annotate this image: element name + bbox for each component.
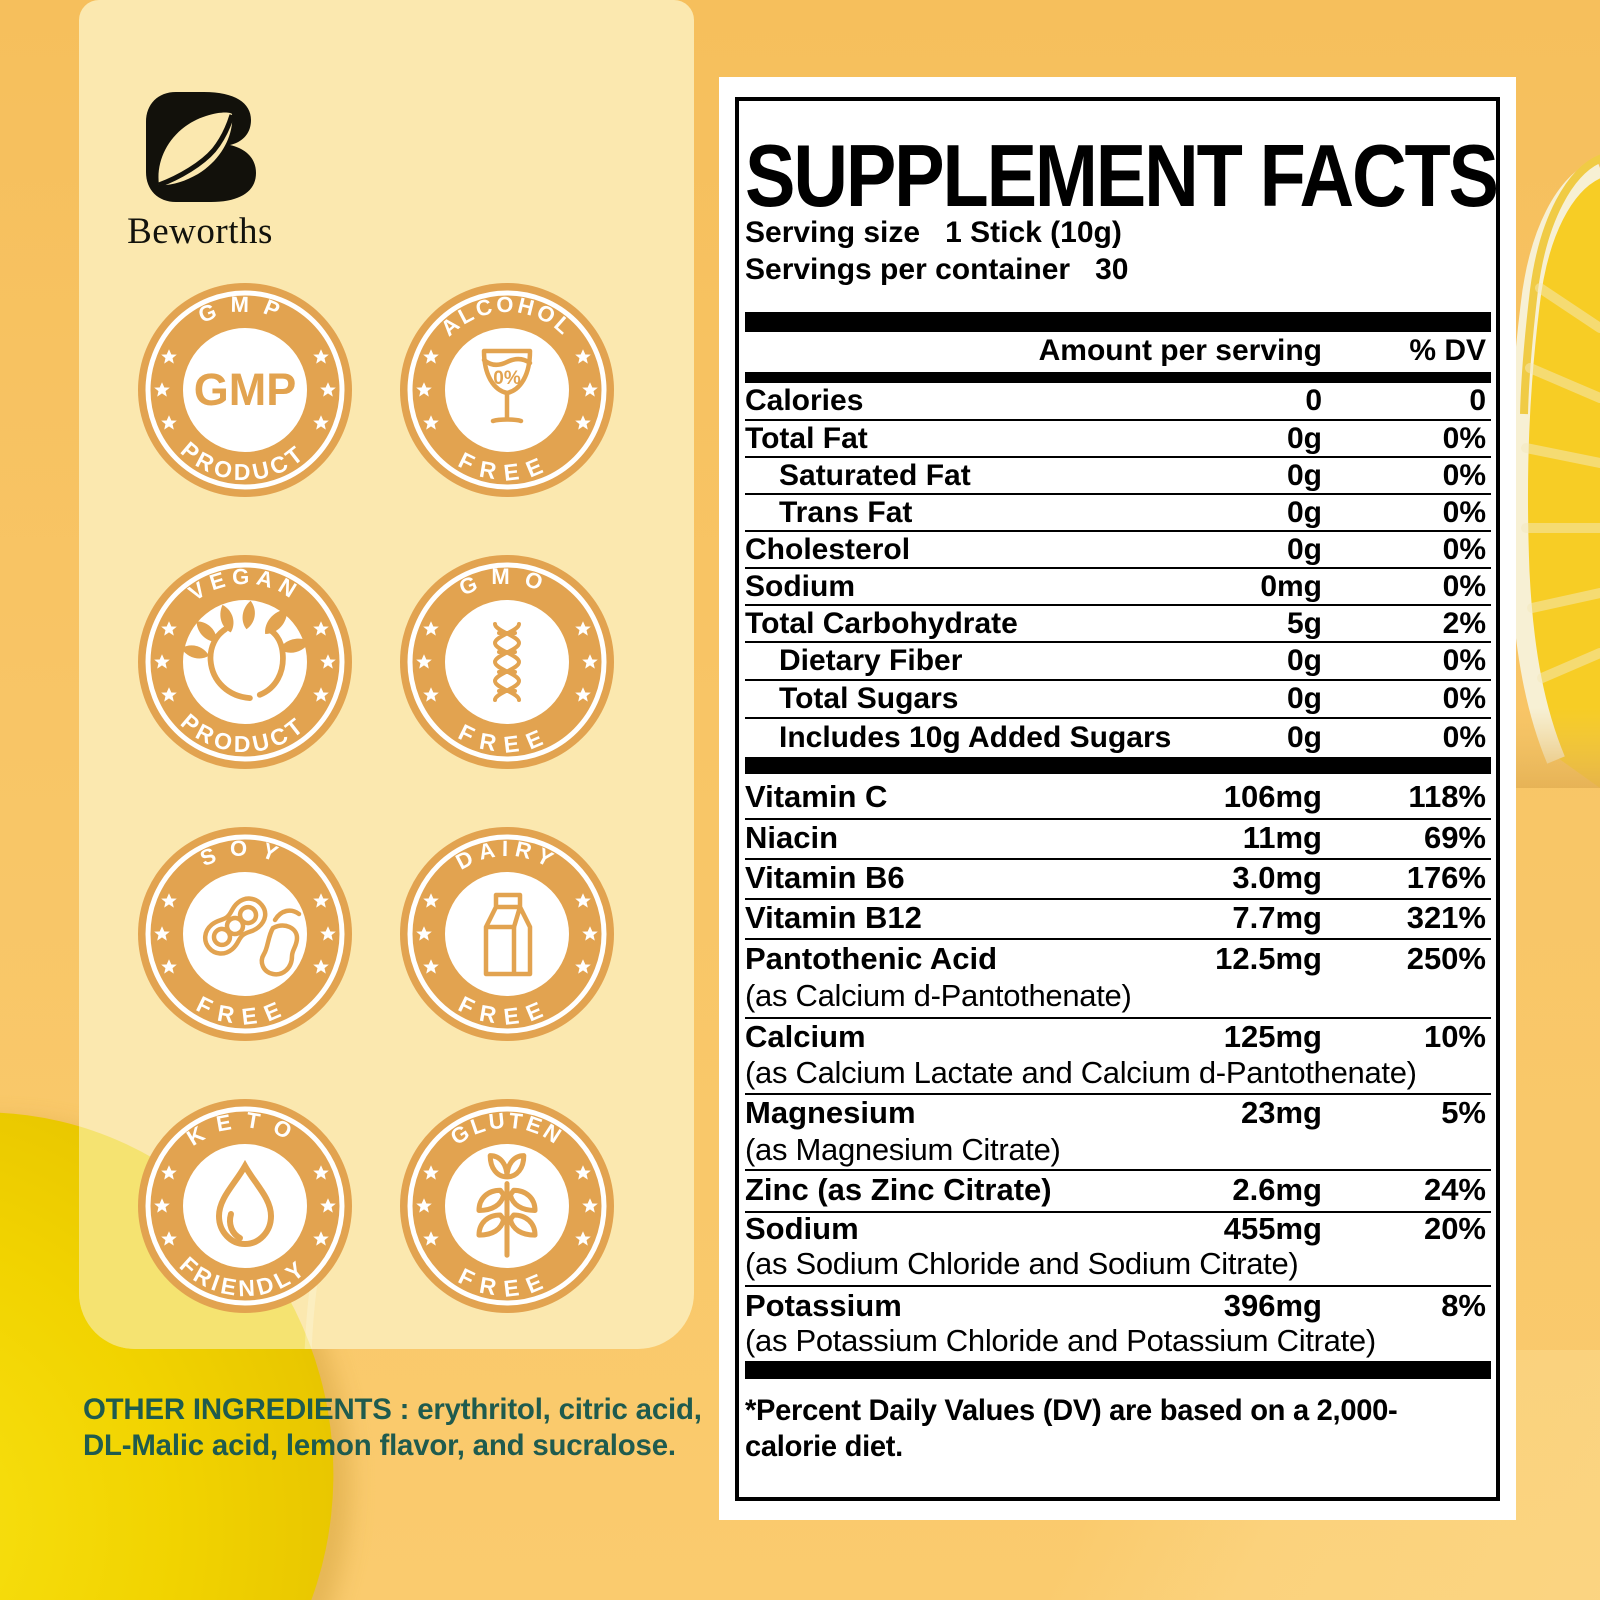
svg-text:0%: 0% [493,368,521,389]
svg-text:GMP: GMP [194,364,297,415]
